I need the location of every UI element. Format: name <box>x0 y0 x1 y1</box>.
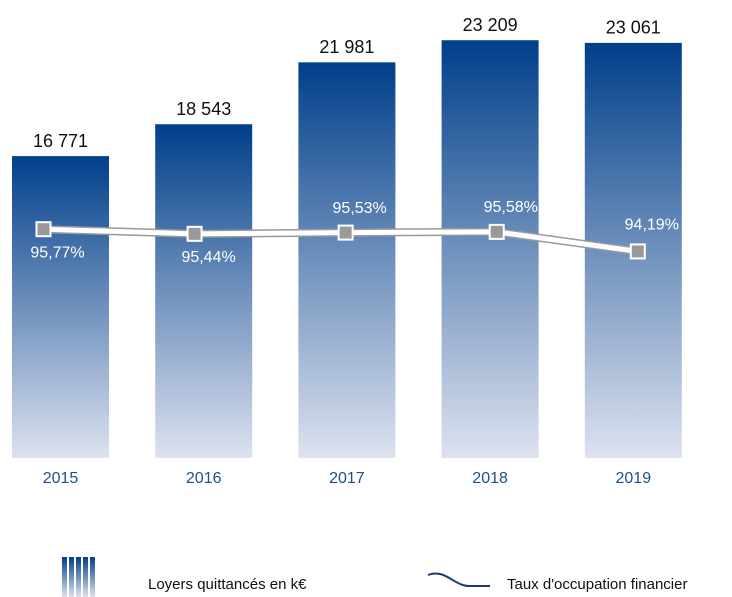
x-tick-label: 2015 <box>43 470 79 487</box>
legend-label: Taux d'occupation financier <box>507 576 687 593</box>
legend-line <box>427 572 490 588</box>
line-marker <box>186 225 203 242</box>
x-tick-label: 2017 <box>329 470 365 487</box>
bar-value-label: 23 209 <box>463 15 518 35</box>
line-marker <box>337 224 354 241</box>
legend-swatch <box>62 557 67 597</box>
legend-swatch <box>69 557 74 597</box>
line-marker <box>35 221 52 238</box>
legend-label: Loyers quittancés en k€ <box>148 576 307 593</box>
bar-value-label: 18 543 <box>176 99 231 119</box>
line-value-label: 95,77% <box>30 244 84 261</box>
line-value-label: 94,19% <box>625 217 679 234</box>
legend-swatch <box>90 557 95 597</box>
line-value-label: 95,58% <box>484 199 538 216</box>
x-tick-label: 2019 <box>616 470 652 487</box>
bar <box>155 124 253 458</box>
legend-swatch <box>76 557 81 597</box>
line-marker <box>629 243 646 260</box>
bar <box>441 40 539 458</box>
line-value-label: 95,44% <box>181 249 235 266</box>
bar-value-label: 16 771 <box>33 131 88 151</box>
bar-value-label: 21 981 <box>319 37 374 57</box>
bar <box>12 156 109 458</box>
legend-swatch <box>83 557 88 597</box>
line-value-label: 95,53% <box>333 200 387 217</box>
x-tick-label: 2018 <box>472 470 508 487</box>
line-marker <box>488 223 505 240</box>
bar-value-label: 23 061 <box>606 18 661 38</box>
x-tick-label: 2016 <box>186 470 222 487</box>
bar <box>298 62 396 458</box>
